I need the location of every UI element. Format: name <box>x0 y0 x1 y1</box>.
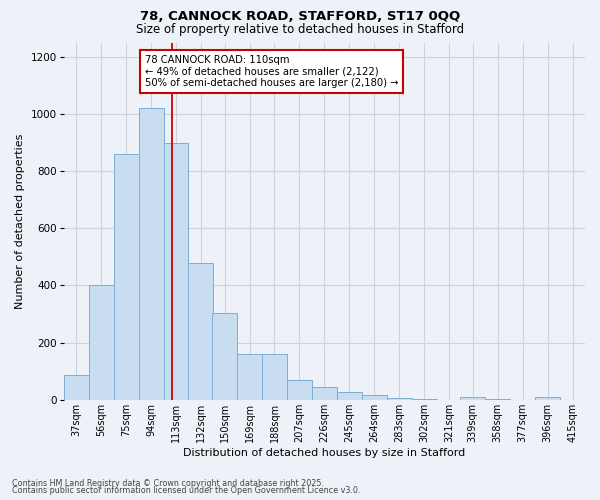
Text: Size of property relative to detached houses in Stafford: Size of property relative to detached ho… <box>136 22 464 36</box>
Bar <box>89 286 113 400</box>
Bar <box>387 398 412 400</box>
Bar <box>362 394 387 400</box>
Text: Contains HM Land Registry data © Crown copyright and database right 2025.: Contains HM Land Registry data © Crown c… <box>12 478 324 488</box>
Text: 78 CANNOCK ROAD: 110sqm
← 49% of detached houses are smaller (2,122)
50% of semi: 78 CANNOCK ROAD: 110sqm ← 49% of detache… <box>145 55 398 88</box>
Bar <box>337 392 362 400</box>
Bar <box>139 108 164 400</box>
Text: 78, CANNOCK ROAD, STAFFORD, ST17 0QQ: 78, CANNOCK ROAD, STAFFORD, ST17 0QQ <box>140 10 460 23</box>
Bar <box>212 312 237 400</box>
Bar <box>164 142 188 400</box>
X-axis label: Distribution of detached houses by size in Stafford: Distribution of detached houses by size … <box>183 448 466 458</box>
Bar <box>312 387 337 400</box>
Bar <box>460 397 485 400</box>
Bar <box>113 154 139 400</box>
Bar <box>237 354 262 400</box>
Bar <box>535 397 560 400</box>
Text: Contains public sector information licensed under the Open Government Licence v3: Contains public sector information licen… <box>12 486 361 495</box>
Bar <box>485 399 510 400</box>
Bar <box>64 376 89 400</box>
Bar <box>188 262 214 400</box>
Bar <box>287 380 312 400</box>
Y-axis label: Number of detached properties: Number of detached properties <box>15 134 25 309</box>
Bar <box>412 399 437 400</box>
Bar <box>262 354 287 400</box>
